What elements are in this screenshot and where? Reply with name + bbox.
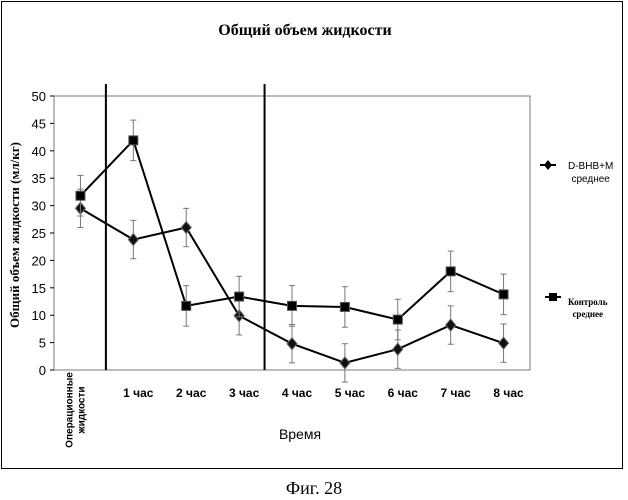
data-point-square: [340, 302, 349, 311]
legend-label-dbhb: D-BHB+M среднее: [568, 160, 613, 186]
y-tick-label: 20: [32, 253, 46, 268]
data-point-square: [288, 301, 297, 310]
data-point-square: [76, 191, 85, 200]
data-point-square: [235, 292, 244, 301]
data-point-diamond: [393, 343, 403, 355]
x-tick-label: 2 час: [176, 386, 207, 400]
figure-caption: Фиг. 28: [0, 478, 628, 499]
y-tick-label: 30: [32, 199, 46, 214]
data-point-square: [182, 301, 191, 310]
x-tick-label: Операционные: [64, 372, 75, 448]
legend-label-control: Контроль среднее: [568, 296, 608, 320]
y-tick-label: 0: [39, 363, 46, 378]
x-axis-label: Время: [270, 426, 330, 442]
legend-label-dbhb-line1: D-BHB+M: [568, 160, 613, 173]
data-point-diamond: [128, 234, 138, 246]
legend-label-control-line2: среднее: [568, 308, 608, 320]
y-tick-label: 10: [32, 308, 46, 323]
x-tick-label: 4 час: [282, 386, 313, 400]
x-tick-label: 6 час: [388, 386, 419, 400]
y-tick-label: 45: [32, 116, 46, 131]
y-tick-label: 40: [32, 144, 46, 159]
data-point-square: [446, 267, 455, 276]
legend-label-control-line1: Контроль: [568, 296, 608, 308]
x-tick-label: 1 час: [123, 386, 154, 400]
data-point-diamond: [340, 357, 350, 369]
y-tick-label: 35: [32, 171, 46, 186]
x-tick-label: 8 час: [493, 386, 524, 400]
x-tick-label: 5 час: [335, 386, 366, 400]
data-point-square: [499, 290, 508, 299]
y-tick-label: 15: [32, 281, 46, 296]
data-point-square: [129, 136, 138, 145]
x-tick-label: жидкости: [76, 386, 87, 434]
x-tick-label: 3 час: [229, 386, 260, 400]
legend-label-dbhb-line2: среднее: [568, 173, 613, 186]
x-tick-label-group-0: Операционныежидкости: [64, 372, 87, 448]
legend-marker-square: [549, 293, 557, 301]
data-point-square: [393, 315, 402, 324]
data-point-diamond: [499, 337, 509, 349]
y-tick-label: 5: [39, 336, 46, 351]
legend-marker-diamond: [544, 160, 552, 170]
data-point-diamond: [287, 338, 297, 350]
x-tick-label: 7 час: [441, 386, 472, 400]
y-tick-label: 25: [32, 226, 46, 241]
data-point-diamond: [446, 319, 456, 331]
y-tick-label: 50: [32, 89, 46, 104]
